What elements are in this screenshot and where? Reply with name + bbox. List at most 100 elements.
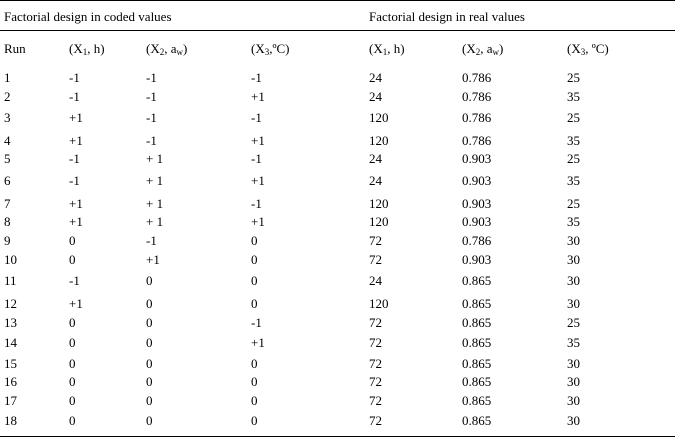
cell-coded-x1: -1 bbox=[69, 89, 80, 104]
cell-run: 13 bbox=[4, 315, 17, 330]
cell-real-x2: 0.786 bbox=[462, 70, 492, 85]
cell-coded-x3: +1 bbox=[251, 133, 265, 148]
cell-real-x1: 120 bbox=[369, 133, 389, 148]
cell-coded-x3: +1 bbox=[251, 335, 265, 350]
cell-real-x2: 0.903 bbox=[462, 214, 492, 229]
top-rule bbox=[0, 0, 675, 1]
cell-coded-x3: -1 bbox=[251, 315, 262, 330]
cell-run: 16 bbox=[4, 374, 17, 389]
cell-run: 9 bbox=[4, 233, 11, 248]
cell-coded-x1: +1 bbox=[69, 214, 83, 229]
cell-coded-x1: -1 bbox=[69, 151, 80, 166]
column-header-real-x1: (X1, h) bbox=[369, 41, 405, 57]
cell-real-x3: 30 bbox=[567, 393, 580, 408]
cell-real-x2: 0.903 bbox=[462, 196, 492, 211]
cell-real-x3: 30 bbox=[567, 273, 580, 288]
cell-real-x3: 30 bbox=[567, 296, 580, 311]
cell-coded-x1: 0 bbox=[69, 374, 76, 389]
header-rule bbox=[0, 30, 675, 31]
cell-run: 18 bbox=[4, 413, 17, 428]
cell-real-x1: 24 bbox=[369, 70, 382, 85]
cell-coded-x1: -1 bbox=[69, 273, 80, 288]
cell-coded-x1: 0 bbox=[69, 356, 76, 371]
cell-real-x3: 35 bbox=[567, 173, 580, 188]
cell-coded-x1: 0 bbox=[69, 252, 76, 267]
cell-run: 3 bbox=[4, 110, 11, 125]
cell-real-x2: 0.786 bbox=[462, 110, 492, 125]
cell-coded-x2: 0 bbox=[146, 335, 153, 350]
cell-real-x3: 25 bbox=[567, 315, 580, 330]
cell-real-x2: 0.786 bbox=[462, 133, 492, 148]
cell-real-x1: 24 bbox=[369, 173, 382, 188]
cell-coded-x2: 0 bbox=[146, 315, 153, 330]
cell-coded-x2: -1 bbox=[146, 110, 157, 125]
cell-run: 11 bbox=[4, 273, 17, 288]
cell-coded-x2: -1 bbox=[146, 133, 157, 148]
cell-run: 1 bbox=[4, 70, 11, 85]
cell-run: 5 bbox=[4, 151, 11, 166]
cell-coded-x3: 0 bbox=[251, 296, 258, 311]
cell-real-x3: 25 bbox=[567, 70, 580, 85]
column-header-run: Run bbox=[4, 41, 26, 56]
cell-run: 8 bbox=[4, 214, 11, 229]
cell-real-x1: 120 bbox=[369, 214, 389, 229]
cell-real-x1: 24 bbox=[369, 151, 382, 166]
cell-coded-x3: -1 bbox=[251, 70, 262, 85]
cell-coded-x1: 0 bbox=[69, 335, 76, 350]
cell-run: 10 bbox=[4, 252, 17, 267]
cell-coded-x3: -1 bbox=[251, 110, 262, 125]
cell-real-x3: 30 bbox=[567, 374, 580, 389]
cell-coded-x1: +1 bbox=[69, 196, 83, 211]
cell-real-x2: 0.903 bbox=[462, 252, 492, 267]
cell-coded-x3: 0 bbox=[251, 393, 258, 408]
cell-coded-x3: -1 bbox=[251, 151, 262, 166]
cell-real-x3: 25 bbox=[567, 110, 580, 125]
cell-coded-x3: 0 bbox=[251, 413, 258, 428]
cell-coded-x3: 0 bbox=[251, 356, 258, 371]
cell-run: 2 bbox=[4, 89, 11, 104]
cell-coded-x2: + 1 bbox=[146, 196, 164, 211]
cell-coded-x2: 0 bbox=[146, 374, 153, 389]
cell-real-x3: 30 bbox=[567, 356, 580, 371]
cell-coded-x2: +1 bbox=[146, 252, 160, 267]
cell-run: 6 bbox=[4, 173, 11, 188]
cell-coded-x1: -1 bbox=[69, 70, 80, 85]
cell-coded-x3: -1 bbox=[251, 196, 262, 211]
cell-run: 17 bbox=[4, 393, 17, 408]
cell-real-x1: 72 bbox=[369, 413, 382, 428]
cell-coded-x3: 0 bbox=[251, 252, 258, 267]
cell-coded-x2: -1 bbox=[146, 89, 157, 104]
cell-coded-x1: +1 bbox=[69, 110, 83, 125]
cell-real-x1: 72 bbox=[369, 252, 382, 267]
cell-coded-x1: 0 bbox=[69, 315, 76, 330]
cell-real-x3: 25 bbox=[567, 151, 580, 166]
cell-real-x2: 0.786 bbox=[462, 233, 492, 248]
cell-real-x3: 30 bbox=[567, 413, 580, 428]
cell-real-x3: 30 bbox=[567, 233, 580, 248]
cell-coded-x1: -1 bbox=[69, 173, 80, 188]
column-header-coded-x3: (X3,ºC) bbox=[251, 41, 290, 57]
cell-coded-x2: 0 bbox=[146, 413, 153, 428]
column-header-real-x3: (X3, ºC) bbox=[567, 41, 609, 57]
column-header-real-x2: (X2, aw) bbox=[462, 41, 504, 57]
cell-coded-x3: 0 bbox=[251, 273, 258, 288]
cell-real-x2: 0.865 bbox=[462, 273, 492, 288]
cell-coded-x2: + 1 bbox=[146, 151, 164, 166]
cell-real-x1: 72 bbox=[369, 356, 382, 371]
cell-coded-x1: +1 bbox=[69, 133, 83, 148]
cell-real-x2: 0.865 bbox=[462, 356, 492, 371]
cell-real-x2: 0.865 bbox=[462, 335, 492, 350]
cell-run: 7 bbox=[4, 196, 11, 211]
cell-coded-x2: 0 bbox=[146, 393, 153, 408]
column-header-coded-x1: (X1, h) bbox=[69, 41, 105, 57]
cell-coded-x1: 0 bbox=[69, 413, 76, 428]
cell-real-x1: 72 bbox=[369, 315, 382, 330]
cell-real-x2: 0.903 bbox=[462, 151, 492, 166]
cell-real-x1: 72 bbox=[369, 374, 382, 389]
cell-coded-x1: 0 bbox=[69, 393, 76, 408]
cell-coded-x2: -1 bbox=[146, 70, 157, 85]
cell-real-x2: 0.865 bbox=[462, 393, 492, 408]
cell-real-x3: 25 bbox=[567, 196, 580, 211]
cell-coded-x3: 0 bbox=[251, 374, 258, 389]
cell-real-x2: 0.865 bbox=[462, 413, 492, 428]
